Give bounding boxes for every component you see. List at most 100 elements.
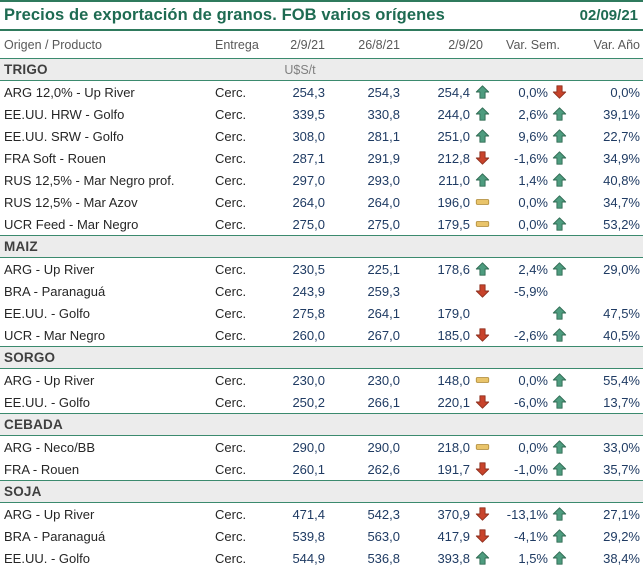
cell-product: EE.UU. - Golfo (4, 305, 90, 321)
table-body: TRIGO U$S/t ARG 12,0% - Up River Cerc. 2… (0, 58, 643, 569)
cell-entrega: Cerc. (215, 439, 247, 455)
cell-entrega: Cerc. (215, 550, 247, 566)
cell-price-week-ago: 259,3 (367, 283, 400, 299)
cell-price-week-ago: 281,1 (367, 128, 400, 144)
trend-flat-icon (470, 195, 492, 209)
cell-entrega: Cerc. (215, 128, 247, 144)
cell-price-week-ago: 262,6 (367, 461, 400, 477)
cell-price-year-ago: 196,0 (437, 194, 470, 210)
cell-var-sem: 2,6% (518, 106, 548, 122)
cell-var-anio: 39,1% (603, 106, 640, 122)
trend-flat-icon (470, 217, 492, 231)
trend-up-icon (548, 328, 568, 342)
report-date: 02/09/21 (579, 7, 638, 24)
cell-var-anio: 35,7% (603, 461, 640, 477)
column-header-entrega: Entrega (215, 37, 259, 52)
cell-var-sem: 0,0% (518, 216, 548, 232)
trend-up-icon (470, 173, 492, 187)
cell-product: ARG - Up River (4, 372, 95, 388)
column-header-origen-producto: Origen / Producto (4, 37, 102, 52)
trend-flat-icon (470, 373, 492, 387)
cell-var-sem: -13,1% (506, 506, 548, 522)
cell-product: UCR Feed - Mar Negro (4, 216, 139, 232)
trend-up-icon (470, 85, 492, 99)
cell-entrega: Cerc. (215, 150, 247, 166)
cell-product: ARG - Neco/BB (4, 439, 96, 455)
cell-price-year-ago: 254,4 (437, 84, 470, 100)
section-name: MAIZ (4, 239, 38, 254)
cell-price-week-ago: 230,0 (367, 372, 400, 388)
trend-up-icon (548, 217, 568, 231)
cell-var-sem: 0,0% (518, 439, 548, 455)
trend-down-icon (470, 529, 492, 543)
cell-entrega: Cerc. (215, 216, 247, 232)
section-header-maiz: MAIZ (0, 235, 643, 258)
cell-product: UCR - Mar Negro (4, 327, 106, 343)
trend-down-icon (470, 462, 492, 476)
cell-price-current: 243,9 (292, 283, 325, 299)
cell-price-current: 287,1 (292, 150, 325, 166)
cell-var-sem: 1,5% (518, 550, 548, 566)
cell-var-sem: 0,0% (518, 194, 548, 210)
cell-var-anio: 27,1% (603, 506, 640, 522)
table-row: BRA - Paranaguá Cerc. 539,8 563,0 417,9 … (0, 525, 643, 547)
cell-price-year-ago: 148,0 (437, 372, 470, 388)
trend-up-icon (470, 551, 492, 565)
cell-price-current: 250,2 (292, 394, 325, 410)
cell-price-year-ago: 179,5 (437, 216, 470, 232)
cell-price-year-ago: 211,0 (438, 172, 470, 188)
column-header-fecha-anio: 2/9/20 (448, 37, 483, 52)
cell-price-year-ago: 244,0 (437, 106, 470, 122)
cell-price-week-ago: 291,9 (367, 150, 400, 166)
cell-var-anio: 47,5% (603, 305, 640, 321)
cell-var-anio: 34,9% (603, 150, 640, 166)
cell-entrega: Cerc. (215, 194, 247, 210)
cell-var-sem: -5,9% (514, 283, 548, 299)
table-row: EE.UU. SRW - Golfo Cerc. 308,0 281,1 251… (0, 125, 643, 147)
trend-up-icon (548, 306, 568, 320)
cell-entrega: Cerc. (215, 106, 247, 122)
cell-entrega: Cerc. (215, 394, 247, 410)
report-titlebar: Precios de exportación de granos. FOB va… (0, 2, 643, 31)
section-header-cebada: CEBADA (0, 413, 643, 436)
table-row: EE.UU. - Golfo Cerc. 544,9 536,8 393,8 1… (0, 547, 643, 569)
trend-up-icon (548, 507, 568, 521)
cell-entrega: Cerc. (215, 372, 247, 388)
section-header-trigo: TRIGO U$S/t (0, 58, 643, 81)
cell-price-week-ago: 264,0 (367, 194, 400, 210)
cell-entrega: Cerc. (215, 84, 247, 100)
cell-entrega: Cerc. (215, 305, 247, 321)
cell-product: ARG 12,0% - Up River (4, 84, 135, 100)
cell-var-sem: 2,4% (518, 261, 548, 277)
cell-var-anio: 55,4% (603, 372, 640, 388)
cell-price-current: 254,3 (292, 84, 325, 100)
cell-price-current: 260,0 (292, 327, 325, 343)
table-row: ARG 12,0% - Up River Cerc. 254,3 254,3 2… (0, 81, 643, 103)
cell-price-week-ago: 264,1 (367, 305, 400, 321)
trend-up-icon (470, 129, 492, 143)
cell-price-week-ago: 293,0 (367, 172, 400, 188)
cell-product: RUS 12,5% - Mar Negro prof. (4, 172, 175, 188)
table-row: EE.UU. - Golfo Cerc. 250,2 266,1 220,1 -… (0, 391, 643, 413)
cell-product: EE.UU. SRW - Golfo (4, 128, 124, 144)
cell-var-sem: 0,0% (518, 372, 548, 388)
trend-up-icon (548, 373, 568, 387)
cell-product: BRA - Paranaguá (4, 528, 106, 544)
table-row: ARG - Up River Cerc. 230,0 230,0 148,0 0… (0, 369, 643, 391)
table-row: RUS 12,5% - Mar Azov Cerc. 264,0 264,0 1… (0, 191, 643, 213)
table-row: ARG - Up River Cerc. 230,5 225,1 178,6 2… (0, 258, 643, 280)
cell-entrega: Cerc. (215, 327, 247, 343)
cell-price-current: 471,4 (292, 506, 325, 522)
cell-price-year-ago: 370,9 (437, 506, 470, 522)
cell-price-week-ago: 275,0 (367, 216, 400, 232)
trend-up-icon (548, 440, 568, 454)
trend-up-icon (470, 262, 492, 276)
cell-price-week-ago: 266,1 (367, 394, 400, 410)
trend-down-icon (470, 151, 492, 165)
table-row: FRA Soft - Rouen Cerc. 287,1 291,9 212,8… (0, 147, 643, 169)
cell-price-current: 339,5 (292, 106, 325, 122)
cell-var-anio: 40,5% (603, 327, 640, 343)
cell-var-anio: 22,7% (603, 128, 640, 144)
cell-price-current: 275,0 (292, 216, 325, 232)
